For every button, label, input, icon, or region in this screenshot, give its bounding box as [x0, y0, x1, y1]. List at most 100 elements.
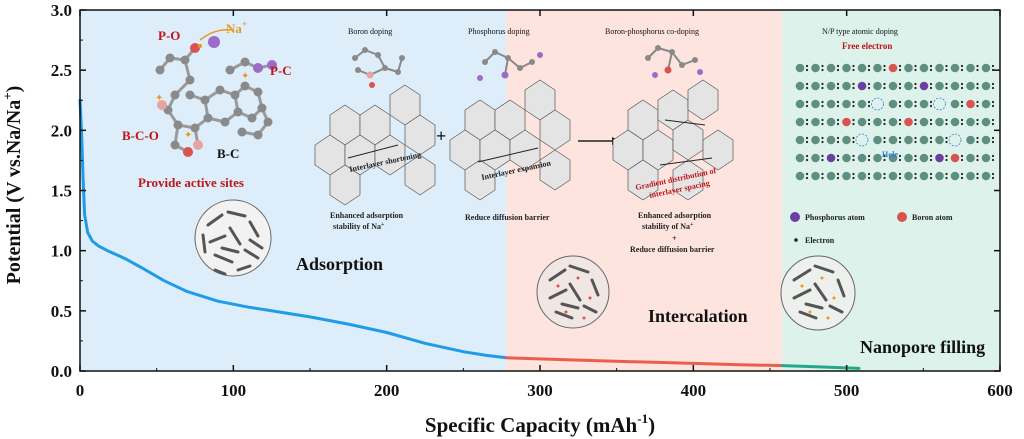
lattice-electron [852, 158, 855, 162]
lattice-electron [929, 154, 933, 158]
lattice-atom [981, 135, 991, 145]
y-axis-title-sup: + [0, 92, 15, 99]
lattice-electron [836, 118, 840, 122]
lattice-atom [873, 117, 882, 127]
note-reduce-barrier: Reduce diffusion barrier [465, 213, 550, 222]
lattice-atom [873, 171, 882, 181]
lattice-electron [883, 118, 886, 122]
lattice-electron [821, 176, 824, 180]
lattice-electron [945, 172, 948, 176]
lattice-electron [821, 82, 824, 86]
lattice-atom [826, 63, 836, 73]
lattice-electron [960, 118, 964, 122]
zone-label-intercalation: Intercalation [648, 306, 748, 326]
lattice-electron [821, 104, 824, 108]
lattice-atom [919, 135, 929, 145]
lattice-electron [883, 154, 886, 158]
lattice-atom [981, 153, 991, 163]
zone-label-nanopore: Nanopore filling [860, 337, 985, 357]
lattice-atom [857, 153, 867, 163]
lattice-electron [867, 64, 871, 68]
lattice-atom [888, 99, 898, 109]
lattice-electron [929, 140, 933, 144]
y-tick-label: 3.0 [51, 1, 72, 20]
lattice-electron [945, 140, 948, 144]
lattice-electron [883, 122, 886, 126]
lattice-electron [805, 104, 809, 108]
lattice-electron [852, 118, 855, 122]
lattice-electron [867, 104, 871, 108]
interlayer-arrow-3 [664, 119, 706, 126]
lattice-electron [805, 176, 809, 180]
lattice-electron [805, 158, 809, 162]
note-combo-3: Reduce diffusion barrier [630, 245, 715, 254]
lattice-electron [914, 104, 917, 108]
lattice-atom [981, 81, 991, 91]
lattice-electron [821, 154, 824, 158]
lattice-electron [945, 136, 948, 140]
lattice-electron [867, 176, 871, 180]
label-free-electron: Free electron [842, 41, 892, 51]
plus-sign: + [436, 126, 446, 146]
lattice-atom [904, 135, 913, 145]
lattice-electron [883, 86, 886, 90]
lattice-atom [981, 117, 991, 127]
x-tick-label: 100 [221, 381, 247, 400]
lattice-electron [836, 158, 840, 162]
lattice-electron [960, 176, 964, 180]
lattice-electron [821, 86, 824, 90]
lattice-electron [852, 154, 855, 158]
lattice-atom [811, 171, 820, 181]
lattice-electron [805, 100, 809, 104]
lattice-electron [867, 122, 871, 126]
lattice-electron [852, 86, 855, 90]
lattice-atom [842, 153, 851, 163]
lattice-atom [842, 135, 851, 145]
np-doping-lattice [795, 63, 995, 181]
label-na: Na+ [226, 19, 247, 36]
lattice-atom [935, 153, 944, 163]
lattice-atom [888, 81, 898, 91]
lattice-electron [867, 82, 871, 86]
interlayer-arrow-4 [659, 157, 713, 166]
lattice-atom [795, 63, 805, 73]
lattice-electron [867, 172, 871, 176]
lattice-legend [790, 212, 907, 242]
lattice-electron [852, 64, 855, 68]
lattice-atom [811, 81, 820, 91]
lattice-electron [898, 100, 902, 104]
lattice-electron [914, 82, 917, 86]
label-po: P-O [158, 28, 180, 43]
lattice-atom [826, 171, 836, 181]
label-bco: B-C-O [122, 128, 159, 143]
legend-electron: Electron [805, 236, 835, 245]
lattice-atom [873, 63, 882, 73]
lattice-atom [795, 117, 805, 127]
lattice-atom [888, 135, 898, 145]
lattice-electron [991, 122, 995, 126]
lattice-electron [836, 82, 840, 86]
lattice-electron [867, 86, 871, 90]
hard-carbon-particle-2 [536, 255, 610, 329]
hard-carbon-particle-3 [780, 255, 856, 331]
x-tick-label: 300 [527, 381, 553, 400]
lattice-hole [948, 133, 962, 147]
x-tick-label: 0 [76, 381, 85, 400]
lattice-atom [857, 63, 867, 73]
lattice-atom [795, 153, 805, 163]
lattice-electron [945, 154, 948, 158]
lattice-electron [836, 100, 840, 104]
x-axis-title-text: Specific Capacity (mAh [425, 413, 638, 437]
lattice-electron [836, 104, 840, 108]
x-axis-title-sup: -1 [637, 411, 648, 426]
lattice-electron [898, 118, 902, 122]
lattice-electron [883, 136, 886, 140]
zone-label-adsorption: Adsorption [296, 254, 383, 274]
hard-carbon-particle-1 [194, 199, 272, 277]
lattice-atom [826, 117, 836, 127]
lattice-electron [898, 86, 902, 90]
lattice-electron [883, 176, 886, 180]
x-axis-title: Specific Capacity (mAh-1) [425, 411, 655, 437]
lattice-electron [960, 86, 964, 90]
